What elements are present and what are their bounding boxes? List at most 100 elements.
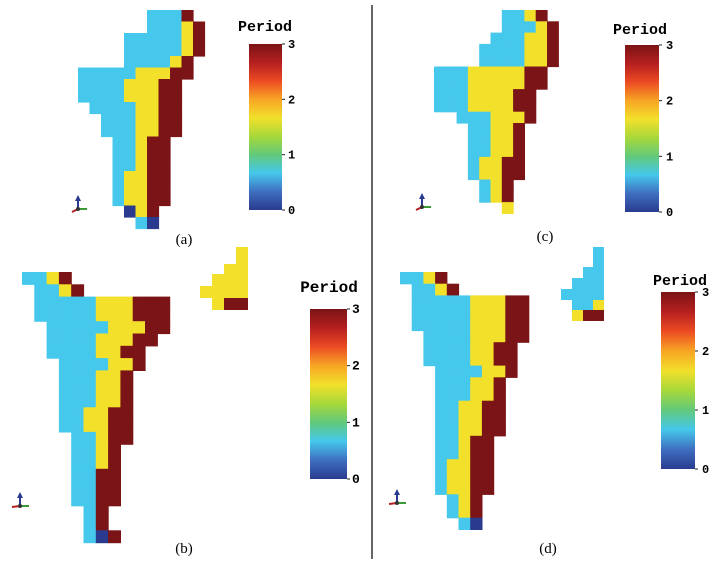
map-cell [458, 307, 471, 320]
map-cell [490, 43, 503, 56]
map-cell [112, 159, 125, 172]
map-cell [83, 456, 97, 470]
map-cell [34, 272, 48, 285]
map-cell [446, 400, 460, 413]
map-cell [71, 493, 85, 507]
map-cell [470, 412, 483, 425]
panel-a: Period 0 1 2 3 (a) [71, 10, 295, 248]
map-cell [470, 342, 483, 355]
map-cell [479, 77, 492, 90]
map-cell [108, 493, 121, 507]
map-cell [108, 370, 121, 384]
colorbar-tick-label: 2 [288, 93, 295, 107]
map-cell [135, 194, 148, 207]
map-cell [34, 296, 48, 310]
map-cell [135, 136, 148, 149]
map-cell [435, 318, 448, 332]
map-cell [46, 333, 60, 347]
map-cell [124, 113, 137, 126]
map-cell [501, 123, 514, 135]
map-cell [479, 89, 492, 101]
map-cell [83, 370, 97, 384]
map-cell [135, 67, 148, 80]
map-cell [547, 43, 559, 56]
map-cell [108, 419, 121, 433]
map-cell [513, 100, 525, 113]
map-cell [71, 345, 85, 359]
map-cell [479, 43, 492, 56]
map-cell [481, 330, 495, 343]
map-cell [470, 459, 483, 472]
colorbar-d: Period 0 1 2 3 [653, 273, 709, 477]
map-cell [147, 159, 160, 172]
panel-label-a: (a) [176, 232, 193, 248]
map-cell [83, 358, 97, 371]
map-cell [479, 190, 492, 203]
map-cell [470, 400, 483, 413]
map-cell [458, 459, 471, 472]
map-cell [458, 506, 471, 519]
map-cell [470, 424, 483, 437]
map-cell [147, 148, 160, 161]
map-cell [513, 134, 525, 147]
map-cell [524, 100, 537, 113]
colorbar-tick-label: 2 [666, 95, 673, 109]
map-cell [112, 136, 125, 149]
map-cell [435, 470, 448, 484]
map-cell [517, 330, 530, 343]
map-cell [147, 182, 160, 195]
map-cell [108, 431, 121, 445]
map-cell [446, 353, 460, 367]
map-cell [71, 395, 85, 408]
map-cell [479, 156, 492, 169]
map-cell [132, 321, 146, 335]
map-cell [108, 456, 121, 470]
map-cell [524, 111, 537, 124]
map-cell [132, 333, 146, 347]
map-cell [490, 156, 503, 169]
map-cell [83, 407, 97, 421]
map-cell [147, 33, 160, 46]
map-cell [470, 365, 483, 378]
map-cell [78, 90, 91, 103]
map-cell [145, 321, 158, 335]
map-cell [456, 77, 469, 90]
map-cell [423, 307, 436, 320]
map-cell [435, 342, 448, 355]
map-cell [158, 10, 171, 23]
map-cell [400, 272, 413, 285]
map-cell [446, 283, 460, 296]
map-cell [513, 32, 525, 45]
map-cell [95, 296, 109, 310]
map-cell [435, 412, 448, 425]
colorbar-tick-label: 0 [702, 463, 709, 477]
map-cell [132, 296, 146, 310]
map-cell [58, 333, 72, 347]
map-cell [481, 424, 495, 437]
map-cell [158, 21, 171, 34]
map-cell [95, 321, 109, 335]
map-cell [490, 100, 503, 113]
map-cell [71, 444, 85, 458]
map-cell [147, 217, 160, 230]
map-cell [547, 55, 559, 68]
map-cell [170, 56, 183, 69]
map-cell [124, 67, 137, 80]
map-cell [124, 90, 137, 103]
map-cell [83, 333, 97, 347]
panel-d: Period 0 1 2 3 (d) [388, 247, 709, 557]
map-cell [132, 308, 146, 322]
map-cell [108, 481, 121, 494]
map-cell [108, 321, 121, 335]
map-cell [71, 296, 85, 310]
map-cell [446, 307, 460, 320]
map-cell [71, 284, 85, 298]
map-cell [423, 272, 436, 285]
map-cell [112, 102, 125, 115]
map-cell [456, 111, 469, 124]
map-cell [481, 342, 495, 355]
map-cell [445, 66, 458, 79]
map-cell [446, 342, 460, 355]
map-cell [71, 419, 85, 433]
